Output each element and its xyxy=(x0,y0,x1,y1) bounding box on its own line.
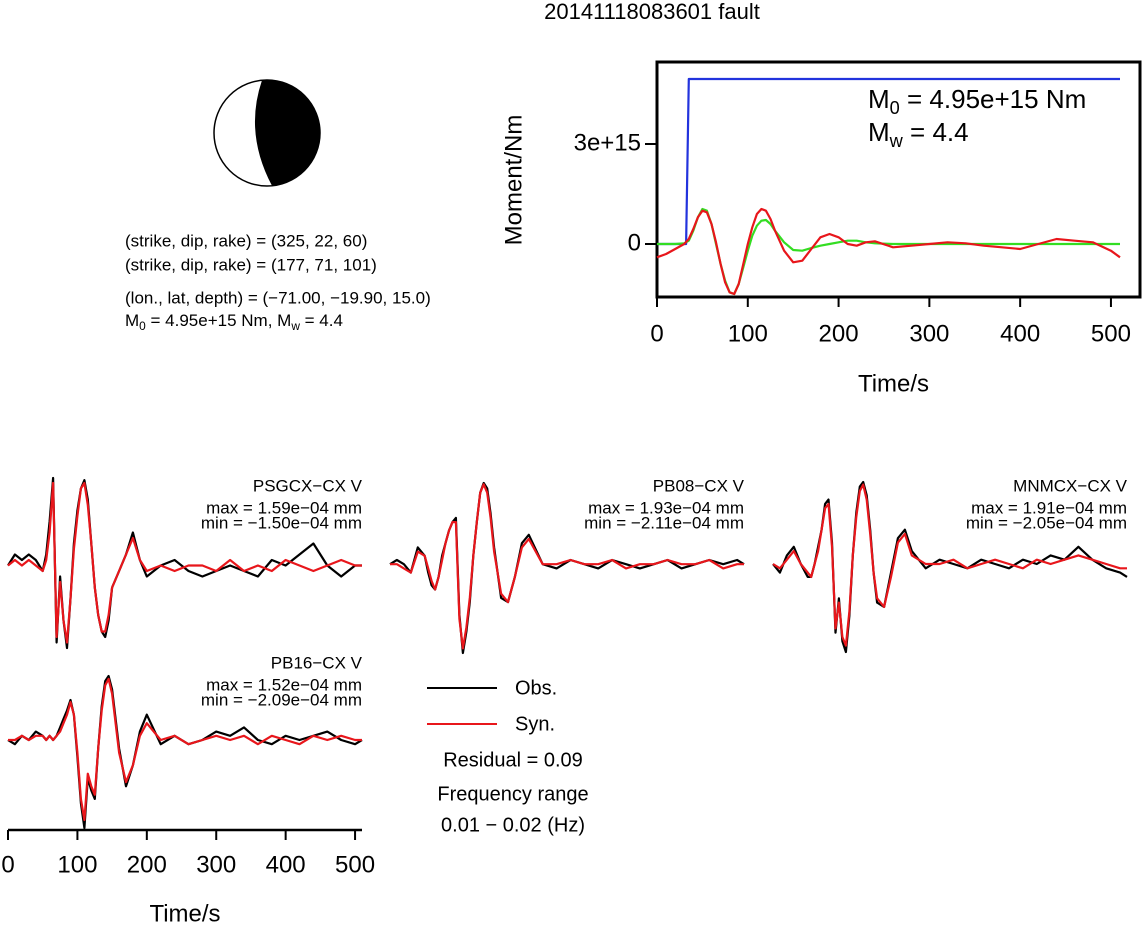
figure-title: 20141118083601 fault xyxy=(544,0,760,24)
legend-label: Obs. xyxy=(515,677,557,699)
amplitude-label: max = 1.59e−04 mm xyxy=(206,498,362,517)
annotation: M0 = 4.95e+15 Nm xyxy=(868,84,1086,118)
frequency-range: Frequency range xyxy=(437,783,588,805)
amplitude-label: max = 1.52e−04 mm xyxy=(206,675,362,694)
x-tick-label: 300 xyxy=(909,320,949,347)
x-tick-label: 0 xyxy=(650,320,663,347)
text-part: = 4.95e+15 Nm xyxy=(900,84,1086,114)
amplitude-label: min = −2.11e−04 mm xyxy=(584,513,744,532)
x-tick-label: 500 xyxy=(335,851,375,878)
plane-1: (strike, dip, rake) = (325, 22, 60) xyxy=(125,231,367,250)
x-tick-label: 300 xyxy=(196,851,236,878)
x-tick-label: 400 xyxy=(266,851,306,878)
x-tick-label: 100 xyxy=(57,851,97,878)
magnitude: M0 = 4.95e+15 Nm, Mw = 4.4 xyxy=(125,311,343,333)
station-label: PB16−CX V xyxy=(271,653,363,672)
x-tick-label: 500 xyxy=(1091,320,1131,347)
x-axis-label: Time/s xyxy=(149,900,220,926)
text-part: M xyxy=(868,117,890,147)
annotation: Mw = 4.4 xyxy=(868,117,969,151)
station-label: PSGCX−CX V xyxy=(253,476,363,495)
amplitude-label: min = −1.50e−04 mm xyxy=(201,513,362,532)
text-part: = 4.4 xyxy=(300,311,343,330)
x-tick-label: 200 xyxy=(127,851,167,878)
plane-2: (strike, dip, rake) = (177, 71, 101) xyxy=(125,255,377,274)
subscript: 0 xyxy=(139,319,146,333)
station-label: MNMCX−CX V xyxy=(1013,476,1127,495)
residual: Residual = 0.09 xyxy=(443,749,583,771)
x-axis-label: Time/s xyxy=(858,370,929,397)
text-part: = 4.4 xyxy=(903,117,969,147)
amplitude-label: min = −2.05e−04 mm xyxy=(966,513,1127,532)
amplitude-label: min = −2.09e−04 mm xyxy=(201,690,362,709)
beachball-compression xyxy=(254,79,321,186)
series-line xyxy=(7,481,362,644)
series-line xyxy=(772,483,1127,647)
series-line xyxy=(656,207,1121,296)
x-tick-label: 0 xyxy=(1,851,14,878)
beachball xyxy=(213,79,321,187)
subscript: 0 xyxy=(890,98,900,118)
y-tick-label: 3e+15 xyxy=(574,129,641,156)
y-tick-label: 0 xyxy=(628,229,641,256)
x-tick-label: 400 xyxy=(1000,320,1040,347)
subscript: w xyxy=(290,319,300,333)
series-line xyxy=(390,483,744,650)
text-part: M xyxy=(868,84,890,114)
subscript: w xyxy=(889,131,904,151)
text-part: M xyxy=(125,311,139,330)
location: (lon., lat, depth) = (−71.00, −19.90, 15… xyxy=(125,288,431,307)
amplitude-label: max = 1.93e−04 mm xyxy=(588,498,744,517)
legend-label: Syn. xyxy=(515,713,555,735)
amplitude-label: max = 1.91e−04 mm xyxy=(971,498,1127,517)
moment-frame xyxy=(655,60,1142,299)
x-tick-label: 200 xyxy=(819,320,859,347)
series-line xyxy=(8,677,362,822)
text-part: = 4.95e+15 Nm, M xyxy=(146,311,292,330)
frequency-values: 0.01 − 0.02 (Hz) xyxy=(441,814,585,836)
x-tick-label: 100 xyxy=(728,320,768,347)
y-axis-label: Moment/Nm xyxy=(500,115,527,246)
series-line xyxy=(657,207,1120,296)
station-label: PB08−CX V xyxy=(653,476,745,495)
